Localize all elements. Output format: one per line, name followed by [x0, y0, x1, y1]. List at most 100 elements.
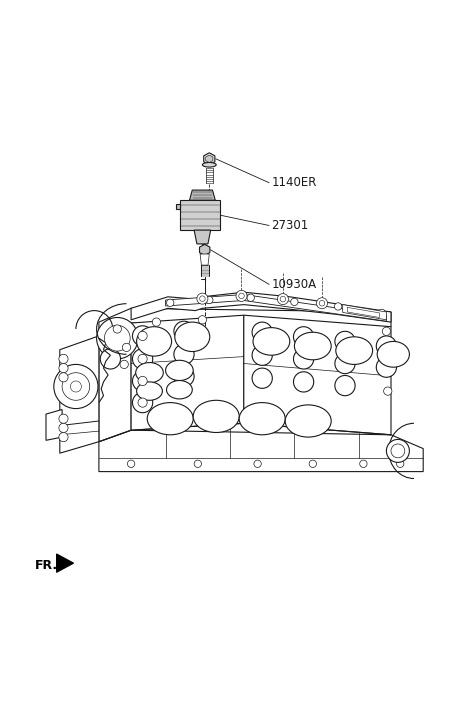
Polygon shape [99, 308, 390, 336]
Ellipse shape [285, 405, 330, 437]
Ellipse shape [252, 328, 289, 356]
Ellipse shape [136, 326, 171, 356]
Circle shape [235, 290, 246, 302]
Polygon shape [203, 153, 214, 165]
Circle shape [290, 298, 297, 305]
Circle shape [166, 299, 174, 307]
Circle shape [174, 321, 194, 342]
Circle shape [293, 371, 313, 392]
Circle shape [390, 444, 404, 458]
Ellipse shape [239, 403, 285, 435]
Polygon shape [199, 244, 209, 255]
Circle shape [174, 344, 194, 364]
Circle shape [319, 300, 324, 306]
Text: 10930A: 10930A [271, 278, 316, 291]
Circle shape [238, 293, 244, 299]
Polygon shape [56, 554, 73, 572]
Circle shape [62, 373, 90, 401]
Circle shape [132, 393, 152, 413]
Polygon shape [200, 254, 209, 265]
Circle shape [359, 460, 366, 467]
Circle shape [396, 460, 403, 467]
Circle shape [59, 354, 68, 364]
Circle shape [381, 327, 390, 335]
Circle shape [59, 423, 68, 433]
Ellipse shape [135, 363, 163, 383]
Circle shape [280, 297, 285, 302]
Ellipse shape [202, 162, 216, 167]
Circle shape [198, 316, 206, 324]
Circle shape [334, 302, 341, 310]
Ellipse shape [376, 342, 409, 367]
Circle shape [96, 318, 138, 359]
Circle shape [59, 414, 68, 423]
Circle shape [104, 325, 130, 351]
Circle shape [334, 353, 354, 374]
Circle shape [132, 349, 152, 369]
Polygon shape [347, 308, 379, 318]
Circle shape [277, 294, 288, 305]
Ellipse shape [335, 337, 372, 364]
Circle shape [59, 373, 68, 382]
Circle shape [152, 318, 160, 326]
Polygon shape [165, 294, 386, 321]
Circle shape [70, 381, 81, 392]
Circle shape [113, 325, 121, 333]
Circle shape [199, 296, 205, 302]
Circle shape [375, 336, 396, 356]
Circle shape [122, 343, 130, 352]
Circle shape [246, 294, 254, 302]
Circle shape [334, 332, 354, 352]
Polygon shape [131, 292, 390, 322]
Ellipse shape [136, 382, 162, 401]
Polygon shape [205, 155, 213, 162]
Circle shape [54, 364, 98, 409]
Polygon shape [175, 204, 180, 209]
Polygon shape [99, 430, 422, 472]
Circle shape [252, 345, 272, 366]
Ellipse shape [147, 403, 193, 435]
Circle shape [127, 460, 134, 467]
Polygon shape [60, 336, 99, 453]
Circle shape [252, 322, 272, 342]
Circle shape [386, 439, 409, 462]
Circle shape [375, 357, 396, 377]
Polygon shape [342, 305, 386, 320]
Circle shape [138, 332, 147, 340]
Circle shape [334, 375, 354, 395]
Circle shape [253, 460, 261, 467]
Text: 27301: 27301 [271, 219, 308, 232]
Circle shape [383, 387, 391, 395]
Ellipse shape [165, 361, 193, 380]
Circle shape [293, 326, 313, 347]
Circle shape [100, 349, 120, 369]
Circle shape [132, 326, 152, 346]
Circle shape [138, 377, 147, 385]
Circle shape [293, 349, 313, 369]
Circle shape [377, 309, 385, 316]
Ellipse shape [174, 322, 209, 352]
Polygon shape [99, 323, 131, 442]
Circle shape [59, 433, 68, 442]
Polygon shape [189, 190, 215, 200]
Circle shape [196, 293, 207, 304]
Circle shape [194, 460, 201, 467]
Circle shape [205, 297, 213, 304]
Polygon shape [194, 230, 210, 244]
Circle shape [138, 398, 147, 407]
Circle shape [174, 366, 194, 387]
Circle shape [132, 371, 152, 391]
Circle shape [252, 368, 272, 388]
Ellipse shape [166, 380, 192, 399]
Polygon shape [180, 200, 219, 230]
Circle shape [59, 364, 68, 373]
Polygon shape [46, 409, 62, 441]
Text: FR.: FR. [34, 559, 57, 572]
Ellipse shape [294, 332, 330, 360]
Text: 1140ER: 1140ER [271, 176, 316, 189]
Polygon shape [131, 316, 243, 430]
Circle shape [138, 354, 147, 364]
Circle shape [316, 298, 327, 309]
Circle shape [120, 361, 128, 369]
Circle shape [308, 460, 316, 467]
